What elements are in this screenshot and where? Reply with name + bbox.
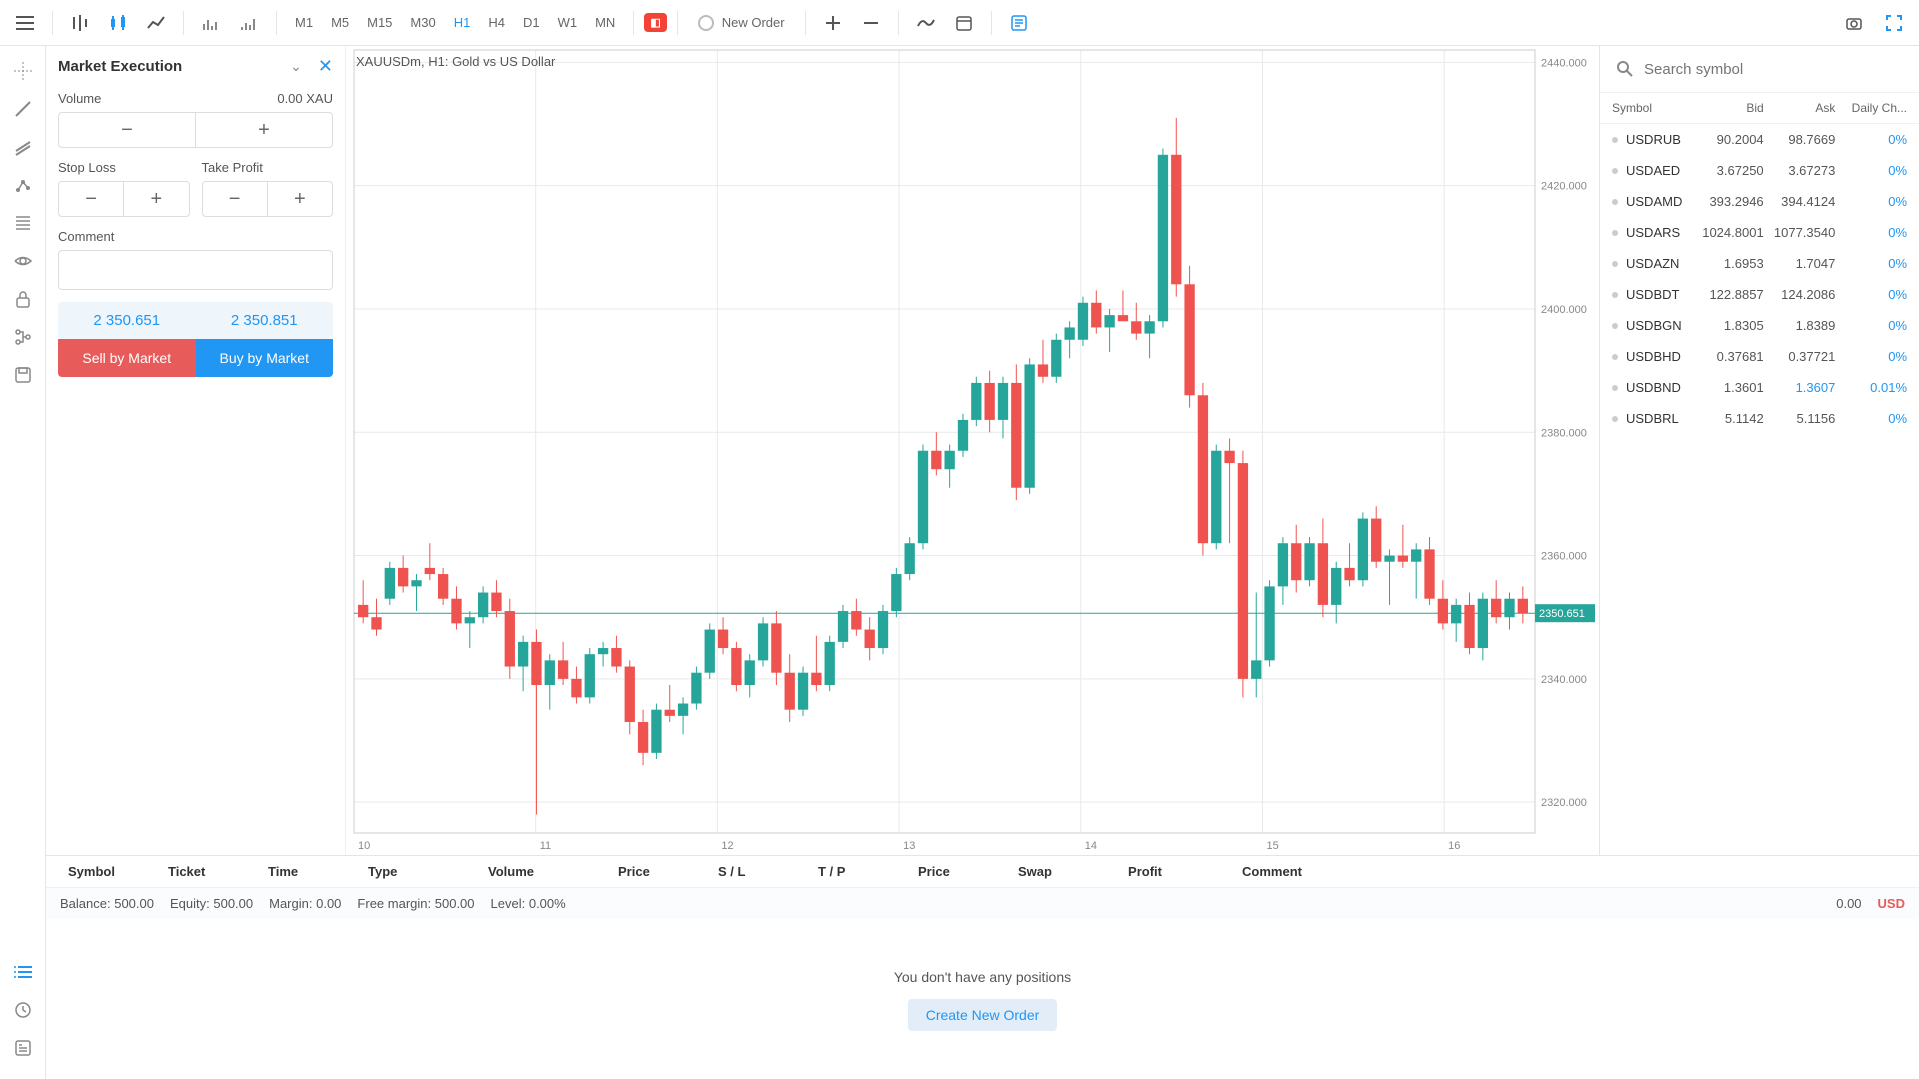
watch-header-ask: Ask bbox=[1764, 101, 1836, 115]
positions-header: Comment bbox=[1170, 864, 1310, 879]
watch-row[interactable]: USDBDT122.8857124.20860% bbox=[1600, 279, 1919, 310]
timeframe-H4[interactable]: H4 bbox=[480, 9, 513, 36]
crosshair-icon[interactable] bbox=[6, 54, 40, 88]
minus-icon[interactable] bbox=[854, 6, 888, 40]
order-panel-title: Market Execution bbox=[58, 58, 182, 75]
positions-header: Time bbox=[260, 864, 360, 879]
watch-row[interactable]: USDBGN1.83051.83890% bbox=[1600, 310, 1919, 341]
fibonacci-icon[interactable] bbox=[6, 206, 40, 240]
candlestick-icon[interactable] bbox=[101, 6, 135, 40]
zoom-in-icon[interactable] bbox=[194, 6, 228, 40]
chart-title: XAUUSDm, H1: Gold vs US Dollar bbox=[356, 54, 555, 69]
volume-value: 0.00 XAU bbox=[277, 91, 333, 106]
positions-header: T / P bbox=[810, 864, 910, 879]
zoom-out-icon[interactable] bbox=[232, 6, 266, 40]
pitchfork-icon[interactable] bbox=[6, 168, 40, 202]
stoploss-label: Stop Loss bbox=[58, 160, 190, 175]
comment-label: Comment bbox=[58, 229, 333, 244]
sell-price: 2 350.651 bbox=[58, 302, 196, 339]
timeframe-M1[interactable]: M1 bbox=[287, 9, 321, 36]
search-icon bbox=[1616, 60, 1634, 78]
lock-icon[interactable] bbox=[6, 282, 40, 316]
watch-row[interactable]: USDRUB90.200498.76690% bbox=[1600, 124, 1919, 155]
close-icon[interactable]: ✕ bbox=[318, 56, 333, 77]
new-order-label: New Order bbox=[722, 15, 785, 30]
volume-minus[interactable]: − bbox=[59, 113, 196, 147]
one-click-toggle[interactable]: ◧ bbox=[644, 13, 666, 32]
left-toolbar bbox=[0, 46, 46, 1079]
screenshot-icon[interactable] bbox=[1837, 6, 1871, 40]
watch-row[interactable]: USDAMD393.2946394.41240% bbox=[1600, 186, 1919, 217]
timeframe-W1[interactable]: W1 bbox=[550, 9, 586, 36]
market-watch: Symbol Bid Ask Daily Ch... USDRUB90.2004… bbox=[1599, 46, 1919, 855]
save-icon[interactable] bbox=[6, 358, 40, 392]
positions-header: Price bbox=[610, 864, 710, 879]
timeframe-M15[interactable]: M15 bbox=[359, 9, 400, 36]
tp-minus[interactable]: − bbox=[203, 182, 268, 216]
timeframe-M30[interactable]: M30 bbox=[402, 9, 443, 36]
calendar-icon[interactable] bbox=[947, 6, 981, 40]
tree-icon[interactable] bbox=[6, 320, 40, 354]
positions-header: Volume bbox=[480, 864, 610, 879]
positions-header: S / L bbox=[710, 864, 810, 879]
eye-icon[interactable] bbox=[6, 244, 40, 278]
volume-label: Volume bbox=[58, 91, 101, 106]
positions-header: Type bbox=[360, 864, 480, 879]
watch-row[interactable]: USDBRL5.11425.11560% bbox=[1600, 403, 1919, 434]
buy-price: 2 350.851 bbox=[196, 302, 334, 339]
top-toolbar: M1M5M15M30H1H4D1W1MN ◧ New Order bbox=[0, 0, 1919, 46]
equidistant-icon[interactable] bbox=[6, 130, 40, 164]
watch-row[interactable]: USDAED3.672503.672730% bbox=[1600, 155, 1919, 186]
watch-row[interactable]: USDAZN1.69531.70470% bbox=[1600, 248, 1919, 279]
takeprofit-label: Take Profit bbox=[202, 160, 334, 175]
bar-chart-icon[interactable] bbox=[63, 6, 97, 40]
sell-button[interactable]: Sell by Market bbox=[58, 339, 196, 377]
watch-header-bid: Bid bbox=[1692, 101, 1764, 115]
menu-icon[interactable] bbox=[8, 6, 42, 40]
indicators-icon[interactable] bbox=[909, 6, 943, 40]
trendline-icon[interactable] bbox=[6, 92, 40, 126]
timeframe-D1[interactable]: D1 bbox=[515, 9, 548, 36]
create-order-button[interactable]: Create New Order bbox=[908, 999, 1058, 1031]
summary-currency: USD bbox=[1878, 896, 1905, 911]
depth-icon[interactable] bbox=[1002, 6, 1036, 40]
chart[interactable]: XAUUSDm, H1: Gold vs US Dollar bbox=[346, 46, 1599, 855]
watch-row[interactable]: USDBND1.36011.36070.01% bbox=[1600, 372, 1919, 403]
clock-icon bbox=[698, 15, 714, 31]
buy-button[interactable]: Buy by Market bbox=[196, 339, 334, 377]
watch-row[interactable]: USDBHD0.376810.377210% bbox=[1600, 341, 1919, 372]
tp-plus[interactable]: + bbox=[268, 182, 332, 216]
watch-header-symbol: Symbol bbox=[1612, 101, 1692, 115]
positions-header: Profit bbox=[1100, 864, 1170, 879]
search-input[interactable] bbox=[1644, 61, 1903, 78]
positions-header: Ticket bbox=[160, 864, 260, 879]
plus-icon[interactable] bbox=[816, 6, 850, 40]
positions-panel: SymbolTicketTimeTypeVolumePriceS / LT / … bbox=[46, 855, 1919, 1079]
line-chart-icon[interactable] bbox=[139, 6, 173, 40]
takeprofit-stepper[interactable]: − + bbox=[202, 181, 334, 217]
list-icon[interactable] bbox=[6, 955, 40, 989]
watch-header-change: Daily Ch... bbox=[1835, 101, 1907, 115]
positions-header: Swap bbox=[1010, 864, 1100, 879]
new-order-button[interactable]: New Order bbox=[688, 11, 795, 35]
summary-profit: 0.00 bbox=[1836, 896, 1861, 911]
history-icon[interactable] bbox=[6, 993, 40, 1027]
sl-minus[interactable]: − bbox=[59, 182, 124, 216]
volume-plus[interactable]: + bbox=[196, 113, 332, 147]
comment-input[interactable] bbox=[58, 250, 333, 290]
news-icon[interactable] bbox=[6, 1031, 40, 1065]
order-panel: Market Execution ⌄ ✕ Volume 0.00 XAU − + bbox=[46, 46, 346, 855]
watch-row[interactable]: USDARS1024.80011077.35400% bbox=[1600, 217, 1919, 248]
fullscreen-icon[interactable] bbox=[1877, 6, 1911, 40]
sl-plus[interactable]: + bbox=[124, 182, 188, 216]
positions-header: Symbol bbox=[60, 864, 160, 879]
timeframe-M5[interactable]: M5 bbox=[323, 9, 357, 36]
chevron-down-icon[interactable]: ⌄ bbox=[290, 58, 302, 75]
positions-empty-message: You don't have any positions bbox=[46, 919, 1919, 999]
stoploss-stepper[interactable]: − + bbox=[58, 181, 190, 217]
positions-header: Price bbox=[910, 864, 1010, 879]
timeframe-MN[interactable]: MN bbox=[587, 9, 623, 36]
volume-stepper[interactable]: − + bbox=[58, 112, 333, 148]
timeframe-H1[interactable]: H1 bbox=[446, 9, 479, 36]
